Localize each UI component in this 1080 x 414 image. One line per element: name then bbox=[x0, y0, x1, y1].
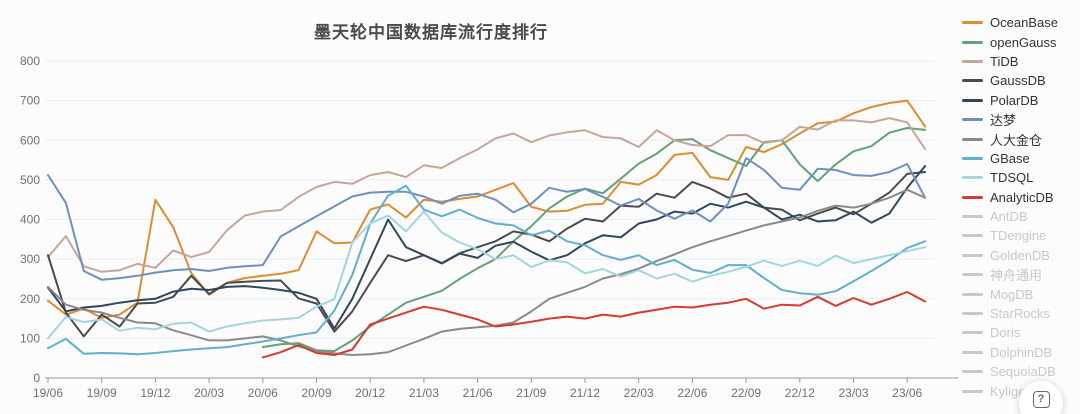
legend-label: AntDB bbox=[990, 209, 1028, 225]
legend-label: GBase bbox=[990, 150, 1030, 166]
legend-swatch bbox=[962, 215, 983, 219]
series-line-人大金仓 bbox=[47, 188, 927, 356]
x-tick-label: 20/09 bbox=[301, 386, 331, 400]
legend-item-StarRocks[interactable]: StarRocks bbox=[962, 304, 1080, 323]
legend-swatch bbox=[962, 176, 983, 180]
popularity-line-chart: 0 100 200 300 400 500 600 700 800 19/06 19/09 19/12… bbox=[20, 54, 958, 400]
x-tick-label: 23/03 bbox=[838, 386, 868, 400]
series-line-AnalyticDB bbox=[261, 291, 927, 359]
legend-item-达梦[interactable]: 达梦 bbox=[962, 110, 1080, 129]
x-tick-label: 21/09 bbox=[516, 386, 546, 400]
series-line-GaussDB bbox=[47, 171, 927, 338]
x-tick-label: 19/12 bbox=[140, 386, 170, 400]
x-tick-label: 21/12 bbox=[570, 386, 600, 400]
y-tick-label: 800 bbox=[20, 54, 40, 68]
legend-swatch bbox=[962, 40, 983, 44]
legend-label: GaussDB bbox=[990, 73, 1046, 89]
legend-swatch bbox=[962, 59, 983, 63]
legend-label: MogDB bbox=[990, 286, 1034, 302]
legend-label: Doris bbox=[990, 325, 1021, 341]
legend-item-PolarDB[interactable]: PolarDB bbox=[962, 91, 1080, 110]
legend-swatch bbox=[962, 312, 983, 316]
legend-label: DolphinDB bbox=[990, 344, 1053, 360]
legend-swatch bbox=[962, 156, 983, 160]
legend-label: StarRocks bbox=[990, 306, 1050, 322]
help-button[interactable]: ? bbox=[1019, 381, 1063, 414]
legend-label: PolarDB bbox=[990, 92, 1039, 108]
y-tick-label: 300 bbox=[20, 252, 40, 266]
legend-label: TiDB bbox=[990, 53, 1019, 69]
x-tick-label: 22/12 bbox=[785, 386, 815, 400]
legend-swatch bbox=[962, 370, 983, 374]
legend-label: 达梦 bbox=[990, 113, 1017, 129]
y-tick-label: 500 bbox=[20, 173, 40, 187]
y-tick-label: 0 bbox=[33, 371, 40, 385]
legend-swatch bbox=[962, 331, 983, 335]
series-line-达梦 bbox=[47, 157, 927, 281]
x-tick-label: 20/12 bbox=[355, 386, 385, 400]
legend-label: TDengine bbox=[990, 228, 1047, 244]
legend-label: OceanBase bbox=[990, 15, 1058, 31]
x-tick-label: 20/06 bbox=[248, 386, 278, 400]
y-tick-label: 200 bbox=[20, 292, 40, 306]
legend-item-GoldenDB[interactable]: GoldenDB bbox=[962, 246, 1080, 265]
series-line-OceanBase bbox=[47, 99, 927, 319]
y-tick-label: 700 bbox=[20, 94, 40, 108]
legend-item-AnalyticDB[interactable]: AnalyticDB bbox=[962, 188, 1080, 207]
x-tick-label: 21/06 bbox=[463, 386, 493, 400]
legend-label: AnalyticDB bbox=[990, 189, 1054, 205]
series-line-TDSQL bbox=[47, 210, 927, 340]
series-line-GBase bbox=[47, 184, 927, 356]
legend-item-MogDB[interactable]: MogDB bbox=[962, 284, 1080, 303]
x-tick-label: 22/06 bbox=[677, 386, 707, 400]
chart-legend: OceanBase openGauss TiDB GaussDB PolarDB 达梦人大… bbox=[962, 13, 1080, 401]
x-tick-label: 20/03 bbox=[194, 386, 224, 400]
x-tick-label: 21/03 bbox=[409, 386, 439, 400]
legend-swatch bbox=[962, 195, 983, 199]
legend-item-GBase[interactable]: GBase bbox=[962, 149, 1080, 168]
x-tick-label: 19/09 bbox=[87, 386, 117, 400]
legend-item-DolphinDB[interactable]: DolphinDB bbox=[962, 343, 1080, 362]
chart-title: 墨天轮中国数据库流行度排行 bbox=[314, 23, 548, 42]
legend-swatch bbox=[962, 98, 983, 102]
legend-item-AntDB[interactable]: AntDB bbox=[962, 207, 1080, 226]
legend-label: openGauss bbox=[990, 34, 1057, 50]
legend-swatch bbox=[962, 389, 983, 393]
y-tick-label: 400 bbox=[20, 213, 40, 227]
legend-label: 人大金仓 bbox=[990, 132, 1043, 148]
legend-label: TDSQL bbox=[990, 170, 1034, 186]
legend-item-SequoiaDB[interactable]: SequoiaDB bbox=[962, 362, 1080, 381]
x-tick-label: 22/03 bbox=[624, 386, 654, 400]
legend-swatch bbox=[962, 273, 983, 277]
legend-item-TDSQL[interactable]: TDSQL bbox=[962, 168, 1080, 187]
legend-item-Doris[interactable]: Doris bbox=[962, 323, 1080, 342]
legend-swatch bbox=[962, 21, 983, 25]
x-tick-label: 19/06 bbox=[33, 386, 63, 400]
legend-swatch bbox=[962, 79, 983, 83]
legend-swatch bbox=[962, 137, 983, 141]
question-mark-icon: ? bbox=[1032, 390, 1050, 408]
y-tick-label: 100 bbox=[20, 331, 40, 345]
legend-item-人大金仓[interactable]: 人大金仓 bbox=[962, 129, 1080, 148]
legend-label: 神舟通用 bbox=[990, 268, 1043, 284]
legend-swatch bbox=[962, 234, 983, 238]
legend-item-TDengine[interactable]: TDengine bbox=[962, 226, 1080, 245]
legend-item-GaussDB[interactable]: GaussDB bbox=[962, 71, 1080, 90]
x-tick-label: 22/09 bbox=[731, 386, 761, 400]
legend-swatch bbox=[962, 118, 983, 122]
legend-label: SequoiaDB bbox=[990, 364, 1056, 380]
legend-swatch bbox=[962, 350, 983, 354]
legend-label: GoldenDB bbox=[990, 247, 1050, 263]
legend-item-OceanBase[interactable]: OceanBase bbox=[962, 13, 1080, 32]
x-tick-label: 23/06 bbox=[892, 386, 922, 400]
y-tick-label: 600 bbox=[20, 133, 40, 147]
legend-item-神舟通用[interactable]: 神舟通用 bbox=[962, 265, 1080, 284]
series-line-TiDB bbox=[47, 117, 927, 273]
legend-swatch bbox=[962, 253, 983, 257]
legend-item-openGauss[interactable]: openGauss bbox=[962, 32, 1080, 51]
legend-item-TiDB[interactable]: TiDB bbox=[962, 52, 1080, 71]
legend-swatch bbox=[962, 292, 983, 296]
series-line-PolarDB bbox=[47, 165, 927, 330]
